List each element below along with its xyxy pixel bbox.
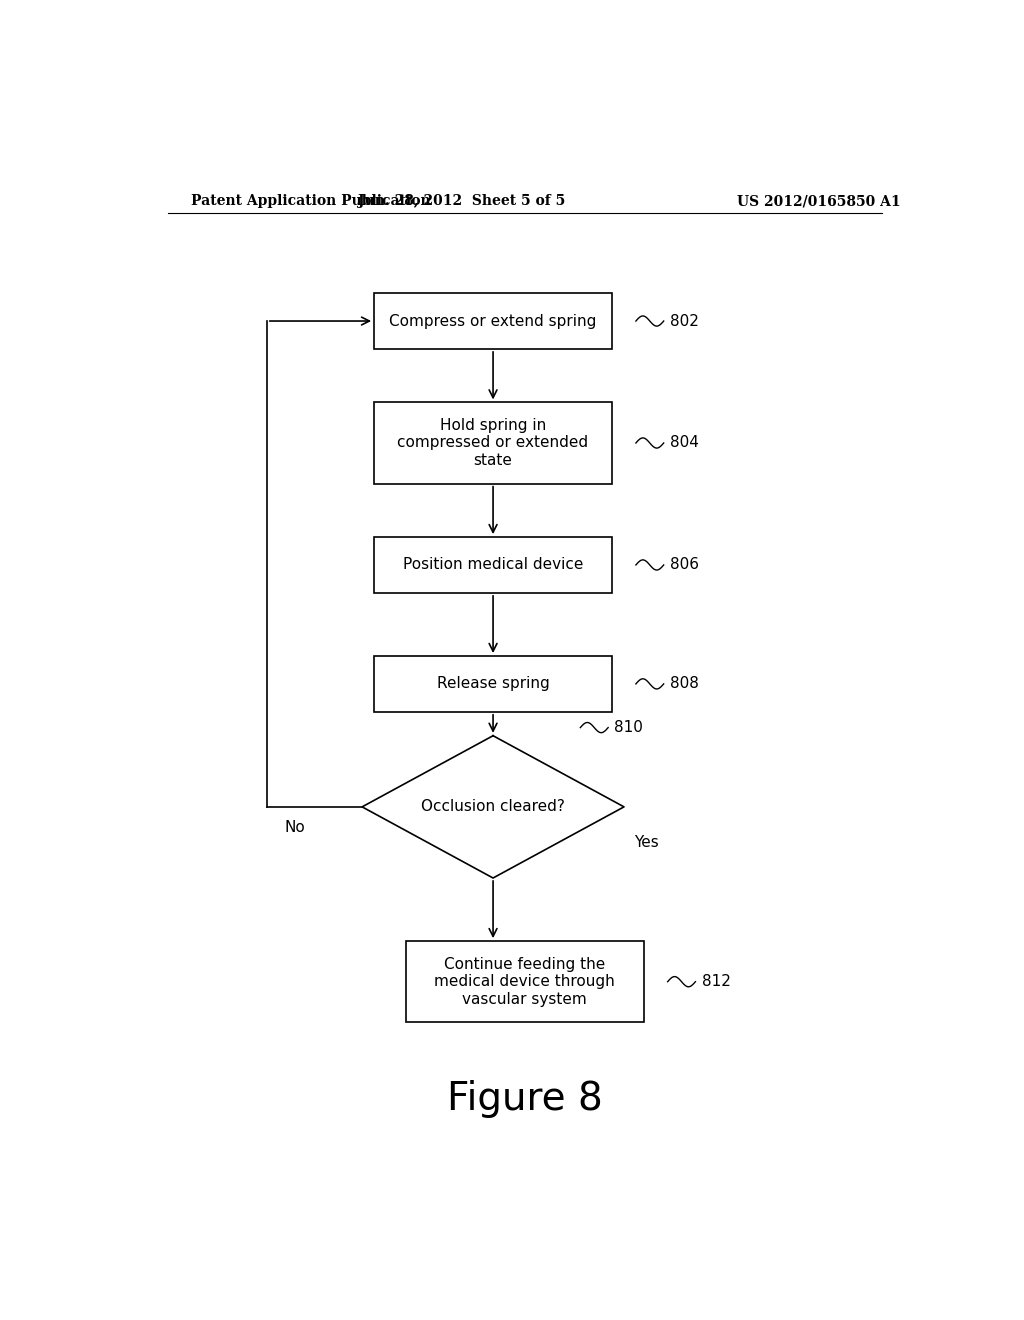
Text: Yes: Yes <box>634 836 659 850</box>
Polygon shape <box>362 735 624 878</box>
Bar <box>374 293 612 348</box>
Bar <box>406 941 644 1022</box>
Text: 806: 806 <box>670 557 699 573</box>
Text: 810: 810 <box>614 721 643 735</box>
Text: Occlusion cleared?: Occlusion cleared? <box>421 800 565 814</box>
Text: Hold spring in
compressed or extended
state: Hold spring in compressed or extended st… <box>397 418 589 467</box>
Text: Position medical device: Position medical device <box>402 557 584 573</box>
Text: 812: 812 <box>701 974 731 989</box>
Text: Jun. 28, 2012  Sheet 5 of 5: Jun. 28, 2012 Sheet 5 of 5 <box>357 194 565 209</box>
Text: Compress or extend spring: Compress or extend spring <box>389 314 597 329</box>
Text: No: No <box>285 820 305 834</box>
Text: US 2012/0165850 A1: US 2012/0165850 A1 <box>736 194 900 209</box>
Text: Release spring: Release spring <box>436 676 550 692</box>
Bar <box>374 537 612 593</box>
Text: Continue feeding the
medical device through
vascular system: Continue feeding the medical device thro… <box>434 957 615 1007</box>
Text: 802: 802 <box>670 314 699 329</box>
Text: Patent Application Publication: Patent Application Publication <box>191 194 431 209</box>
Bar <box>374 403 612 483</box>
Text: 808: 808 <box>670 676 699 692</box>
Bar <box>374 656 612 711</box>
Text: Figure 8: Figure 8 <box>446 1080 603 1118</box>
Text: 804: 804 <box>670 436 699 450</box>
